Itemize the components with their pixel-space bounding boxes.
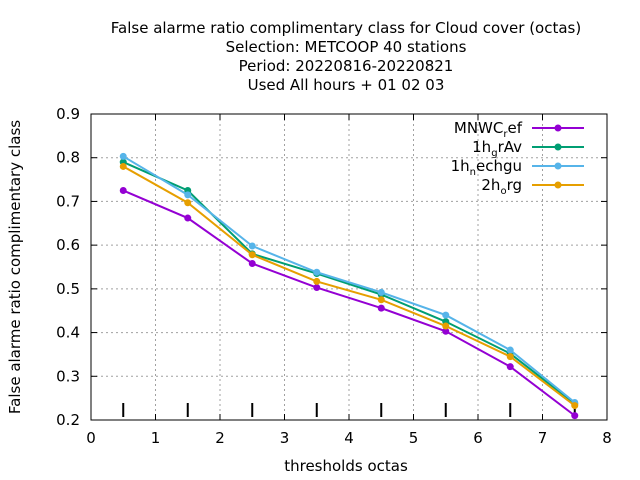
series-1 bbox=[119, 187, 579, 420]
title-line-3: Period: 20220816-20220821 bbox=[239, 57, 454, 75]
legend-swatch-point bbox=[554, 143, 562, 151]
y-tick-label: 0.4 bbox=[56, 324, 80, 342]
series-line bbox=[122, 189, 576, 417]
data-point bbox=[119, 187, 127, 194]
legend-swatch-point bbox=[554, 124, 562, 132]
data-point bbox=[571, 412, 579, 420]
y-tick-label: 0.3 bbox=[56, 367, 80, 385]
data-point bbox=[248, 251, 256, 259]
data-point bbox=[506, 353, 514, 361]
title-line-1: False alarme ratio complimentary class f… bbox=[111, 19, 581, 37]
x-tick-label: 6 bbox=[473, 429, 483, 447]
y-tick-label: 0.2 bbox=[56, 411, 80, 429]
data-point bbox=[313, 284, 321, 292]
series-line bbox=[122, 165, 576, 407]
data-point bbox=[377, 304, 385, 312]
y-tick-label: 0.5 bbox=[56, 280, 80, 298]
series-line bbox=[122, 155, 576, 404]
data-point bbox=[119, 152, 127, 160]
title-line-2: Selection: METCOOP 40 stations bbox=[226, 38, 467, 56]
x-tick-labels: 0 1 2 3 4 5 6 7 8 bbox=[86, 429, 612, 447]
data-point bbox=[442, 327, 450, 335]
y-tick-label: 0.7 bbox=[56, 192, 80, 210]
data-point bbox=[184, 214, 192, 222]
series-lines bbox=[119, 152, 579, 420]
x-tick-label: 7 bbox=[538, 429, 548, 447]
title-line-4: Used All hours + 01 02 03 bbox=[248, 76, 445, 94]
legend-label: 2horg bbox=[481, 176, 522, 197]
data-point bbox=[184, 191, 192, 199]
data-point bbox=[506, 346, 514, 354]
y-tick-labels: 0.2 0.3 0.4 0.5 0.6 0.7 0.8 0.9 bbox=[56, 105, 80, 429]
legend-label: MNWCref bbox=[454, 119, 523, 140]
y-tick-label: 0.9 bbox=[56, 105, 80, 123]
data-point bbox=[248, 260, 256, 268]
data-point bbox=[313, 277, 321, 285]
data-point bbox=[377, 296, 385, 304]
x-tick-label: 3 bbox=[280, 429, 290, 447]
data-point bbox=[184, 199, 192, 207]
legend-swatch-point bbox=[554, 181, 562, 189]
y-axis-label: False alarme ratio complimentary class bbox=[6, 120, 24, 414]
data-point bbox=[248, 242, 256, 250]
grid bbox=[91, 114, 607, 420]
x-tick-label: 2 bbox=[215, 429, 225, 447]
data-point bbox=[442, 311, 450, 319]
series-line bbox=[122, 161, 576, 405]
data-point bbox=[442, 322, 450, 330]
x-tick-label: 1 bbox=[151, 429, 161, 447]
data-point bbox=[119, 162, 127, 170]
data-point bbox=[377, 288, 385, 296]
y-tick-label: 0.8 bbox=[56, 149, 80, 167]
legend-label: 1hnechgu bbox=[451, 157, 522, 178]
data-point bbox=[571, 402, 579, 410]
y-tick-label: 0.6 bbox=[56, 236, 80, 254]
x-tick-label: 4 bbox=[344, 429, 354, 447]
legend-swatch-point bbox=[554, 162, 562, 170]
x-tick-label: 0 bbox=[86, 429, 96, 447]
legend-label: 1hgrAv bbox=[472, 138, 522, 159]
data-point bbox=[506, 363, 514, 371]
x-axis-label: thresholds octas bbox=[284, 457, 408, 475]
chart-title: False alarme ratio complimentary class f… bbox=[111, 19, 581, 94]
x-tick-label: 8 bbox=[602, 429, 612, 447]
x-tick-label: 5 bbox=[409, 429, 419, 447]
data-point bbox=[313, 268, 321, 276]
axis-ticks bbox=[90, 113, 608, 421]
plot-frame bbox=[90, 113, 608, 421]
series-4 bbox=[119, 162, 579, 410]
